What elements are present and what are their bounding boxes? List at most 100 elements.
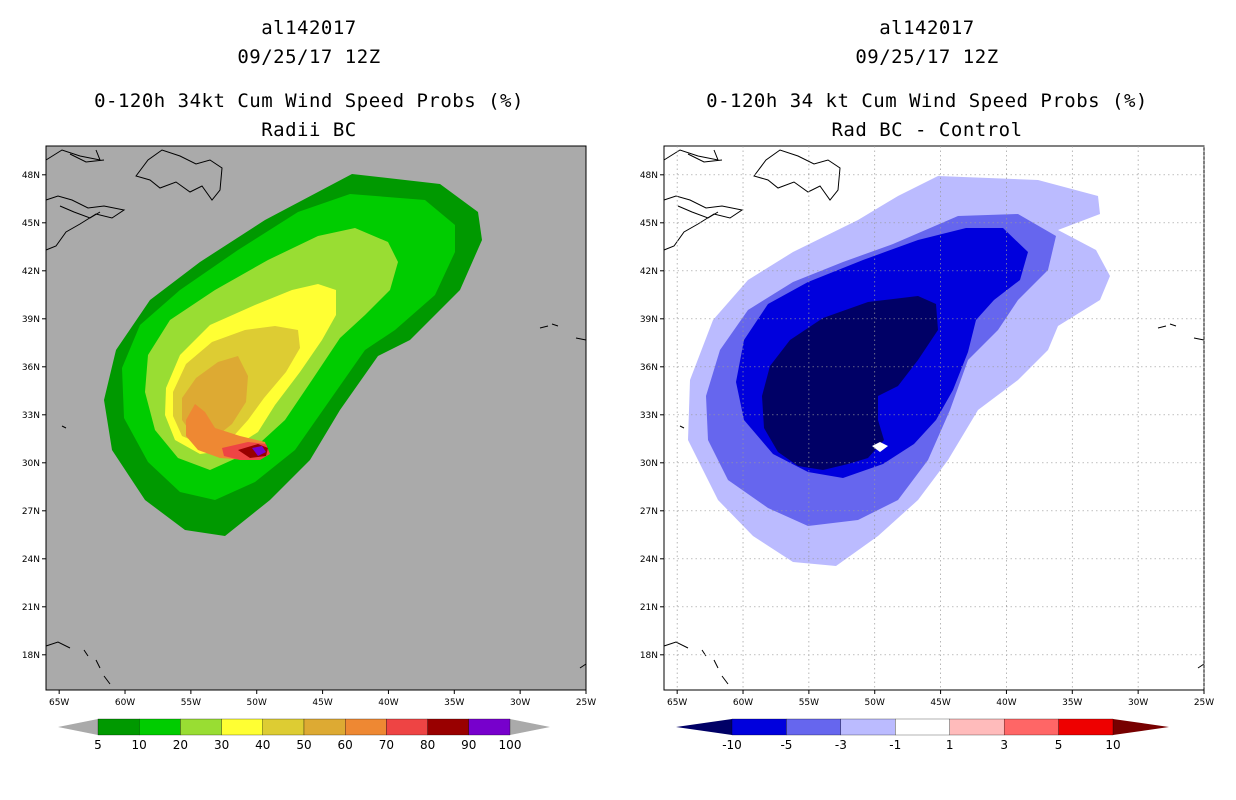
- colorbar-swatch: [345, 718, 387, 736]
- lat-tick-label: 21N: [22, 603, 40, 613]
- colorbar-swatch: [427, 718, 469, 736]
- lat-tick-label: 21N: [640, 603, 658, 613]
- colorbar-swatch: [895, 718, 950, 736]
- right-map: [663, 145, 1205, 691]
- lon-tick-label: 55W: [181, 698, 201, 708]
- lon-tick-label: 35W: [1062, 698, 1082, 708]
- lon-tick-label: 45W: [312, 698, 332, 708]
- lon-tick-label: 30W: [1128, 698, 1148, 708]
- colorbar-swatch: [97, 718, 140, 736]
- colorbar-label: 30: [214, 738, 229, 752]
- colorbar-label: 60: [338, 738, 353, 752]
- lat-tick-label: 18N: [22, 651, 40, 661]
- lat-tick-label: 39N: [22, 315, 40, 325]
- lat-tick-label: 36N: [640, 363, 658, 373]
- lat-tick-label: 39N: [640, 315, 658, 325]
- storm-id-title: al142017: [879, 17, 975, 39]
- subtitle: Rad BC - Control: [831, 119, 1023, 141]
- storm-id-title: al142017: [261, 17, 357, 39]
- lon-tick-label: 65W: [667, 698, 687, 708]
- left-colorbar: 5 10 20 30 40 50 60 70 80 90 100: [58, 718, 550, 752]
- colorbar-swatch: [1003, 718, 1059, 736]
- colorbar-swatch: [180, 718, 222, 736]
- product-title: 0-120h 34kt Cum Wind Speed Probs (%): [94, 90, 524, 112]
- colorbar-swatch: [303, 718, 346, 736]
- lat-tick-label: 45N: [640, 219, 658, 229]
- colorbar-label: 3: [1000, 738, 1008, 752]
- lat-tick-label: 18N: [640, 651, 658, 661]
- lat-tick-label: 42N: [640, 267, 658, 277]
- colorbar-swatch: [262, 718, 305, 736]
- colorbar-swatch: [1058, 718, 1114, 736]
- colorbar-label: -3: [835, 738, 847, 752]
- lon-tick-label: 50W: [247, 698, 267, 708]
- lon-tick-label: 60W: [115, 698, 135, 708]
- left-axes: 48N 45N 42N 39N 36N 33N 30N 27N 24N 21N 18N 65W 60W 5…: [22, 171, 596, 708]
- lat-tick-label: 27N: [22, 507, 40, 517]
- left-map: [45, 145, 587, 691]
- right-panel: al142017 09/25/17 12Z 0-120h 34 kt Cum W…: [618, 0, 1236, 800]
- lon-tick-label: 40W: [996, 698, 1016, 708]
- colorbar-swatch: [139, 718, 181, 736]
- coastline-outline: [45, 149, 587, 685]
- lon-tick-label: 55W: [799, 698, 819, 708]
- colorbar-swatch: [386, 718, 428, 736]
- lon-tick-label: 25W: [1194, 698, 1214, 708]
- colorbar-label: 10: [1105, 738, 1120, 752]
- colorbar-label: -10: [722, 738, 742, 752]
- colorbar-label: 20: [173, 738, 188, 752]
- colorbar-max-triangle: [1113, 719, 1169, 735]
- colorbar-label: 5: [94, 738, 102, 752]
- right-colorbar: -10 -5 -3 -1 1 3 5 10: [676, 718, 1169, 752]
- colorbar-label: 70: [379, 738, 394, 752]
- left-panel: al142017 09/25/17 12Z 0-120h 34kt Cum Wi…: [22, 17, 596, 752]
- prob-contour-90: [252, 446, 266, 456]
- lat-tick-label: 33N: [22, 411, 40, 421]
- product-title: 0-120h 34 kt Cum Wind Speed Probs (%): [706, 90, 1148, 112]
- lat-tick-label: 42N: [22, 267, 40, 277]
- colorbar-label: 100: [499, 738, 522, 752]
- colorbar-label: 1: [946, 738, 954, 752]
- colorbar-label: 90: [461, 738, 476, 752]
- lon-tick-label: 45W: [930, 698, 950, 708]
- colorbar-label: -1: [889, 738, 901, 752]
- colorbar-min-triangle: [58, 719, 98, 735]
- lon-tick-label: 35W: [444, 698, 464, 708]
- lon-tick-label: 25W: [576, 698, 596, 708]
- colorbar-label: -5: [780, 738, 792, 752]
- colorbar-max-triangle: [510, 719, 550, 735]
- colorbar-swatch: [731, 718, 787, 736]
- subtitle: Radii BC: [261, 119, 357, 141]
- coastline-outline: [663, 149, 1205, 685]
- lat-tick-label: 30N: [22, 459, 40, 469]
- colorbar-swatch: [786, 718, 842, 736]
- colorbar-min-triangle: [676, 719, 732, 735]
- right-axes: 48N 45N 42N 39N 36N 33N 30N 27N 24N 21N 18N 65W 60W 5…: [640, 146, 1214, 708]
- lon-tick-label: 60W: [733, 698, 753, 708]
- lat-tick-label: 48N: [640, 171, 658, 181]
- lat-tick-label: 30N: [640, 459, 658, 469]
- colorbar-label: 5: [1055, 738, 1063, 752]
- colorbar-swatch: [840, 718, 896, 736]
- lon-tick-label: 65W: [49, 698, 69, 708]
- lat-tick-label: 45N: [22, 219, 40, 229]
- lat-tick-label: 48N: [22, 171, 40, 181]
- colorbar-swatch: [949, 718, 1005, 736]
- colorbar-swatch: [221, 718, 263, 736]
- lat-tick-label: 24N: [22, 555, 40, 565]
- colorbar-label: 80: [420, 738, 435, 752]
- diff-contour-darkest: [762, 296, 938, 470]
- lat-tick-label: 33N: [640, 411, 658, 421]
- datetime-title: 09/25/17 12Z: [237, 46, 381, 68]
- colorbar-label: 10: [132, 738, 147, 752]
- lon-tick-label: 40W: [378, 698, 398, 708]
- lat-tick-label: 36N: [22, 363, 40, 373]
- lon-tick-label: 50W: [865, 698, 885, 708]
- colorbar-label: 40: [255, 738, 270, 752]
- diff-white-spot: [872, 442, 888, 452]
- lon-tick-label: 30W: [510, 698, 530, 708]
- datetime-title: 09/25/17 12Z: [855, 46, 999, 68]
- lat-tick-label: 27N: [640, 507, 658, 517]
- colorbar-label: 50: [296, 738, 311, 752]
- lat-tick-label: 24N: [640, 555, 658, 565]
